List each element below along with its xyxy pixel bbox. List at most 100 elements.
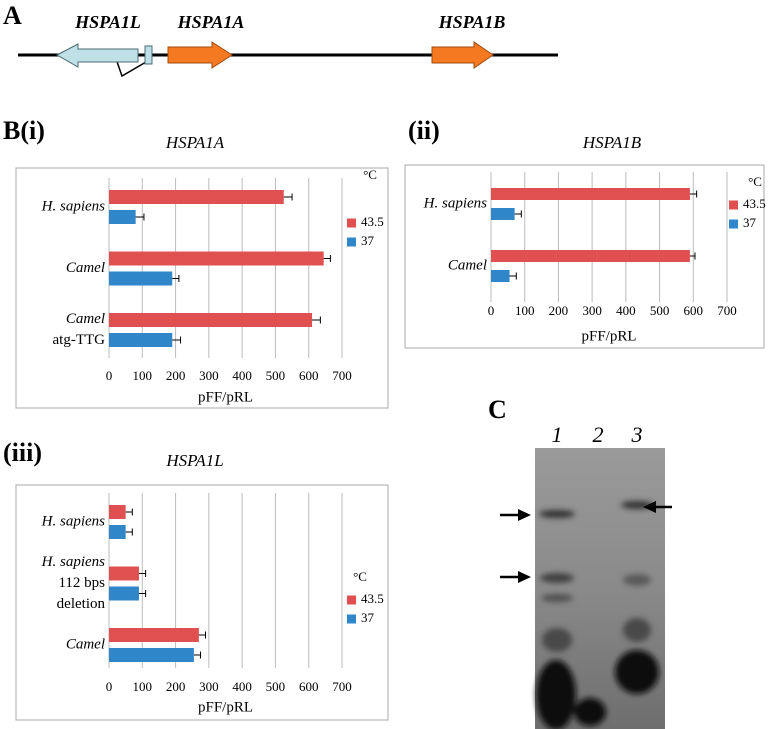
error-bar <box>312 316 321 324</box>
legend-label: 37 <box>361 610 375 625</box>
error-bar <box>138 570 147 577</box>
chart-frame <box>404 164 765 349</box>
x-tick-label: 200 <box>166 368 186 383</box>
x-tick-label: 600 <box>299 679 319 694</box>
chart-frame <box>15 167 389 409</box>
legend-swatch <box>347 595 356 605</box>
y-tick-label: Camel <box>66 311 105 327</box>
legend-label: 37 <box>361 233 375 248</box>
legend-title: °C <box>353 569 367 584</box>
x-tick-label: 200 <box>166 679 186 694</box>
legend-label: 43.5 <box>743 196 766 211</box>
bar <box>109 190 284 204</box>
x-tick-label: 300 <box>199 679 219 694</box>
bar <box>109 313 313 327</box>
x-tick-label: 700 <box>332 368 352 383</box>
error-bar <box>323 255 331 262</box>
error-bar <box>172 336 182 344</box>
x-tick-label: 400 <box>232 368 252 383</box>
x-tick-label: 300 <box>199 368 219 383</box>
y-tick-label: H. sapiens <box>41 198 105 214</box>
bar <box>109 210 136 224</box>
y-tick-label: 112 bps <box>58 575 105 591</box>
x-tick-label: 0 <box>106 368 113 383</box>
bar <box>491 270 510 282</box>
error-bar <box>138 590 147 597</box>
error-bar <box>198 631 207 639</box>
x-tick-label: 100 <box>515 303 535 318</box>
x-tick-label: 100 <box>133 679 153 694</box>
y-tick-label: Camel <box>66 636 105 652</box>
legend-title: °C <box>748 174 762 189</box>
gene-label: HSPA1A <box>177 12 245 32</box>
x-tick-label: 700 <box>332 679 352 694</box>
bar <box>109 586 139 601</box>
x-tick-label: 600 <box>299 368 319 383</box>
y-tick-label: H. sapiens <box>41 554 105 570</box>
legend-label: 43.5 <box>361 214 384 229</box>
legend-label: 37 <box>743 215 757 230</box>
y-tick-label: H. sapiens <box>41 513 105 529</box>
y-tick-label: atg-TTG <box>53 332 106 348</box>
x-tick-label: 400 <box>616 303 636 318</box>
x-tick-label: 500 <box>266 368 286 383</box>
bar <box>109 271 173 286</box>
bar <box>109 251 324 266</box>
x-tick-label: 600 <box>684 303 704 318</box>
chart-frame <box>15 484 389 721</box>
panel-label: (iii) <box>3 438 42 467</box>
panel-label: (ii) <box>408 116 440 145</box>
bar <box>109 628 199 642</box>
gene-label: HSPA1B <box>438 12 506 32</box>
panel-label: C <box>488 395 507 424</box>
intron <box>114 55 147 78</box>
x-tick-label: 300 <box>582 303 602 318</box>
bar <box>109 333 173 347</box>
lane-label: 1 <box>552 422 563 447</box>
gel-image <box>535 448 665 729</box>
panel-label: B(i) <box>3 116 45 145</box>
lane-label: 3 <box>631 422 643 447</box>
error-bar <box>283 193 293 201</box>
error-bar <box>689 252 696 260</box>
chart-title: HSPA1A <box>165 133 225 152</box>
gene-arrow <box>431 41 494 69</box>
legend-title: °C <box>363 167 377 182</box>
x-axis-label: pFF/pRL <box>198 389 253 405</box>
legend-swatch <box>347 237 356 247</box>
legend-swatch <box>347 218 356 228</box>
x-tick-label: 500 <box>266 679 286 694</box>
x-tick-label: 200 <box>549 303 569 318</box>
x-tick-label: 100 <box>133 368 153 383</box>
bar <box>109 648 194 662</box>
gene-arrow <box>167 41 233 69</box>
error-bar <box>514 210 522 218</box>
gene-arrow <box>55 43 139 68</box>
bar <box>491 250 690 262</box>
error-bar <box>172 275 180 282</box>
error-bar <box>125 528 133 536</box>
x-tick-label: 0 <box>488 303 495 318</box>
x-axis-label: pFF/pRL <box>198 699 253 715</box>
x-tick-label: 700 <box>717 303 737 318</box>
bar <box>109 525 126 539</box>
exon <box>144 45 153 65</box>
error-bar <box>135 213 145 221</box>
bar <box>109 505 126 519</box>
bar <box>109 566 139 581</box>
gene-label: HSPA1L <box>74 12 141 32</box>
arrows <box>500 501 672 583</box>
bar <box>491 208 515 220</box>
y-tick-label: Camel <box>448 257 487 273</box>
legend-swatch <box>729 200 738 210</box>
error-bar <box>193 651 202 659</box>
x-axis-label: pFF/pRL <box>581 328 636 344</box>
y-tick-label: deletion <box>57 596 106 612</box>
x-tick-label: 500 <box>650 303 670 318</box>
error-bar <box>509 272 517 280</box>
chart-title: HSPA1L <box>165 451 223 470</box>
error-bar <box>125 508 133 516</box>
bar <box>491 188 690 200</box>
x-tick-label: 0 <box>106 679 113 694</box>
